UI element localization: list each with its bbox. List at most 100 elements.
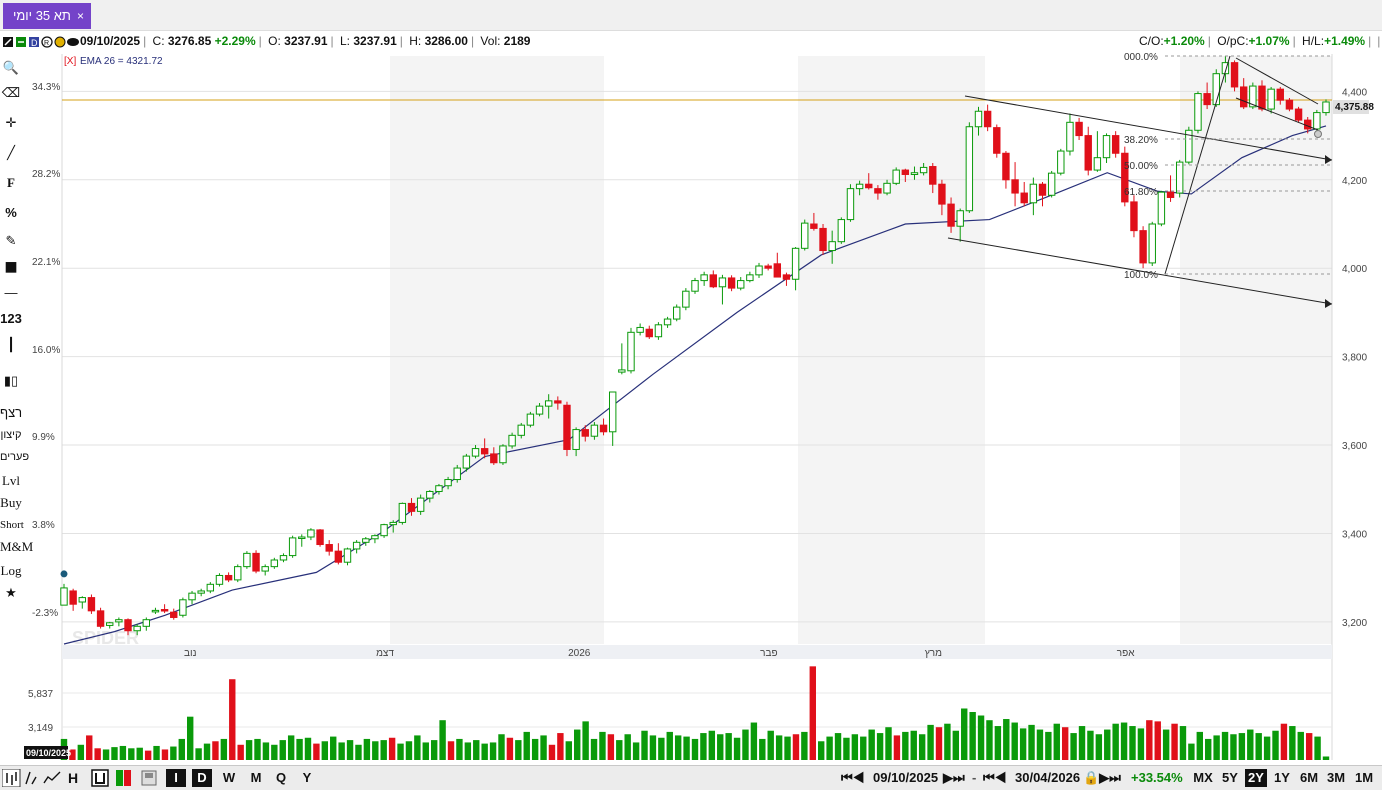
volume-bar <box>717 734 724 760</box>
candle <box>581 429 589 437</box>
start-date[interactable]: 09/10/2025 <box>873 770 939 785</box>
interval-d-button[interactable]: D <box>192 769 212 787</box>
candle <box>197 590 205 594</box>
candle <box>1130 201 1138 232</box>
volume-bar <box>1205 738 1212 760</box>
candle <box>883 182 891 194</box>
candle <box>910 172 919 175</box>
start-nav-icons[interactable]: ⏮◀ <box>841 770 865 785</box>
start-forward-icons[interactable]: ▶⏭ <box>943 770 965 785</box>
month-label: אפר <box>1117 648 1135 659</box>
price-chart[interactable]: 3,200 3,400 3,600 3,800 4,000 4,200 4,400 34.3%… <box>0 52 1382 765</box>
candle <box>298 536 306 540</box>
tool-4[interactable]: F <box>7 175 15 190</box>
month-band <box>1180 56 1332 644</box>
end-forward-icons[interactable]: 🔒▶⏭ <box>1083 770 1121 785</box>
tool-14[interactable]: פערים <box>0 451 30 463</box>
volume-bar <box>506 737 514 760</box>
candle <box>544 400 553 407</box>
interval-y-button[interactable]: Y <box>302 770 312 785</box>
vertical-line-icon[interactable]: ┃ <box>7 337 15 352</box>
range-mx-button[interactable]: MX <box>1193 770 1213 785</box>
tool-16[interactable]: Buy <box>0 495 22 510</box>
info-opc: +1.07% <box>1248 34 1290 48</box>
search-icon[interactable]: 🔍 <box>2 60 20 75</box>
interval-i-button[interactable]: I <box>166 769 186 787</box>
tool-18[interactable]: M&M <box>0 539 34 554</box>
crosshair-icon[interactable]: ✛ <box>5 115 17 130</box>
tool-12[interactable]: רצף <box>0 405 23 420</box>
month-label: דצמ <box>376 648 394 659</box>
volume-bar <box>1238 733 1246 760</box>
volume-bar <box>927 724 934 760</box>
range-5y-button[interactable]: 5Y <box>1222 770 1238 785</box>
indicator-tag: [X] <box>64 56 76 67</box>
volume-bar <box>961 708 968 760</box>
color-square-icon[interactable]: ■ <box>4 254 18 279</box>
chart-type-icons[interactable] <box>2 769 64 787</box>
candle <box>874 188 882 194</box>
candle <box>96 610 105 627</box>
volume-bar <box>1003 719 1010 760</box>
volume-bar <box>1272 730 1279 760</box>
candle <box>682 290 690 308</box>
volume-bar <box>969 712 976 760</box>
volume-bar <box>237 744 244 760</box>
candle <box>572 429 580 450</box>
volume-bar <box>447 741 455 760</box>
volume-bar <box>1129 726 1136 760</box>
volume-bar <box>565 741 573 760</box>
volume-bar <box>1036 729 1044 760</box>
tool-5[interactable]: % <box>5 205 17 220</box>
candle <box>938 183 946 205</box>
range-6m-button[interactable]: 6M <box>1299 770 1319 785</box>
volume-bar <box>1053 723 1060 760</box>
indicator-label: EMA 26 = 4321.72 <box>80 56 163 67</box>
end-nav-icons[interactable]: ⏮◀ <box>983 770 1007 785</box>
candle <box>737 280 745 289</box>
tool-19[interactable]: Log <box>0 563 22 578</box>
candle <box>782 274 791 280</box>
tool-15[interactable]: Lvl <box>1 473 21 488</box>
volume-bar <box>86 735 93 760</box>
info-co-label: C/O: <box>1139 34 1164 48</box>
star-icon[interactable]: ★ <box>5 585 17 600</box>
range-2y-button[interactable]: 2Y <box>1245 769 1267 787</box>
candle <box>343 548 352 563</box>
tool-17[interactable]: Short <box>0 519 24 531</box>
close-icon[interactable]: × <box>76 9 84 23</box>
line-icon[interactable]: ╱ <box>7 145 15 160</box>
volume-bar <box>128 748 135 760</box>
range-3m-button[interactable]: 3M <box>1326 770 1346 785</box>
volume-bar <box>607 734 615 760</box>
candles-icon[interactable]: ▮▯ <box>3 373 19 388</box>
toolbar-icons[interactable]: D R <box>2 31 80 51</box>
candle <box>983 110 992 128</box>
quick-tools-icon[interactable]: D R <box>2 33 80 51</box>
chart-tab[interactable]: תא 35 יומי × <box>3 3 91 29</box>
candle <box>1047 172 1056 196</box>
candle <box>508 434 516 447</box>
volume-bar <box>1137 728 1145 760</box>
range-1m-button[interactable]: 1M <box>1354 770 1374 785</box>
eraser-icon[interactable]: ⌫ <box>1 85 21 100</box>
volume-bar <box>1070 733 1077 760</box>
volume-bar <box>1297 731 1304 760</box>
chart-style-icons[interactable]: H <box>66 769 176 787</box>
candle <box>618 369 626 373</box>
volume-bar <box>481 743 488 760</box>
last-price-box <box>1333 100 1369 114</box>
interval-m-button[interactable]: M <box>250 770 262 785</box>
range-1y-button[interactable]: 1Y <box>1274 770 1290 785</box>
volume-bar <box>1112 723 1119 760</box>
candle <box>69 590 77 605</box>
interval-q-button[interactable]: Q <box>275 770 287 785</box>
tool-13[interactable]: קיצון <box>0 429 22 441</box>
tool-9[interactable]: 123 <box>0 311 22 326</box>
pencil-icon[interactable]: ✎ <box>5 233 17 248</box>
chart-tab-label: תא 35 יומי <box>13 8 71 23</box>
dash-icon[interactable]: — <box>4 285 18 300</box>
interval-w-button[interactable]: W <box>222 770 236 785</box>
end-date[interactable]: 30/04/2026 <box>1015 770 1081 785</box>
volume-bar <box>136 747 143 760</box>
